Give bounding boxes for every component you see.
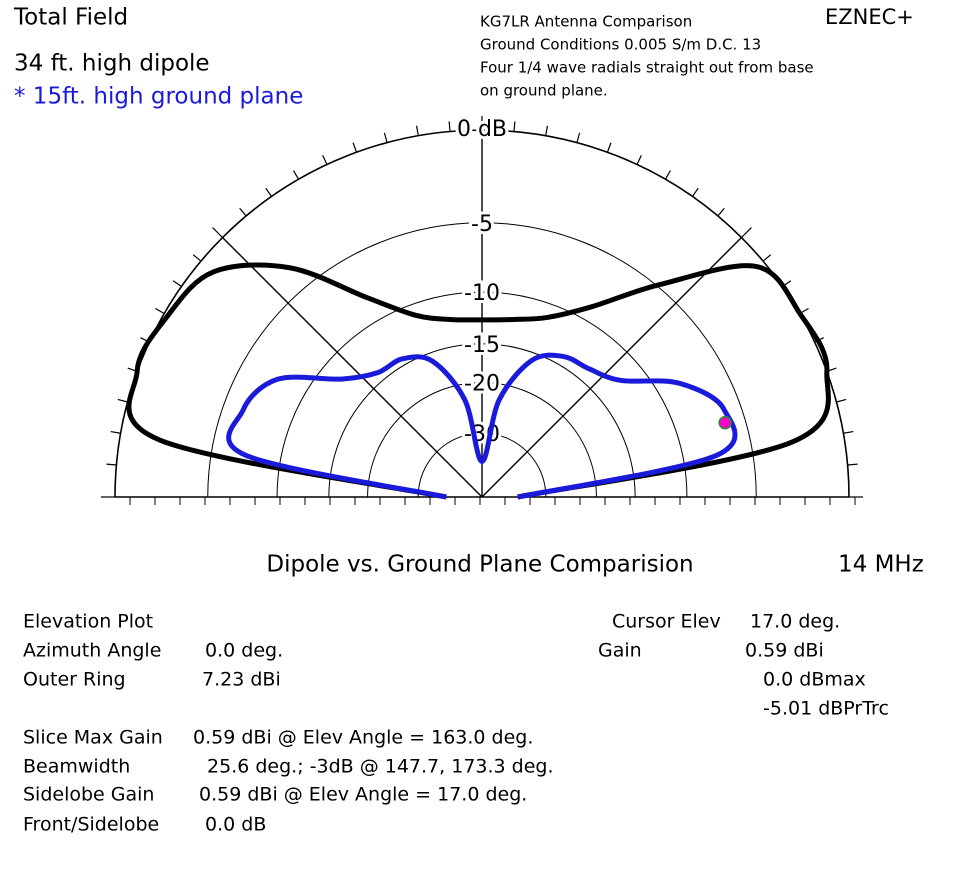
frequency: 14 MHz (838, 552, 924, 578)
r-tick-label: -5 (471, 212, 493, 237)
r-tick-label: 0 dB (457, 117, 507, 142)
angle-tick (155, 307, 165, 315)
angle-tick (692, 187, 699, 197)
program-name: EZNEC+ (825, 5, 914, 29)
angle-tick (292, 170, 300, 180)
info-label: Sidelobe Gain (23, 784, 154, 806)
note: Ground Conditions 0.005 S/m D.C. 13 (480, 36, 761, 54)
angle-tick (117, 398, 128, 403)
trace (126, 262, 831, 500)
angle-grid-line (221, 236, 483, 498)
angle-tick (265, 187, 272, 197)
info-label: Elevation Plot (23, 611, 153, 633)
info-value: 17.0 deg. (750, 611, 840, 633)
angle-tick (322, 155, 328, 165)
r-tick-label: -10 (464, 281, 500, 306)
angle-tick (212, 227, 223, 238)
info-value: 7.23 dBi (202, 669, 281, 691)
angle-tick (192, 254, 202, 262)
info-value: 0.59 dBi (745, 640, 824, 662)
angle-tick (576, 132, 581, 143)
angle-tick (762, 254, 772, 262)
angle-tick (513, 121, 516, 132)
info-value: 0.59 dBi @ Elev Angle = 163.0 deg. (193, 727, 533, 749)
angle-tick (664, 170, 672, 180)
chart-title: Total Field (13, 5, 128, 31)
legend-entry: * 15ft. high ground plane (14, 84, 303, 110)
info-value: 0.59 dBi @ Elev Angle = 17.0 deg. (199, 784, 527, 806)
angle-tick (606, 142, 612, 153)
note: Four 1/4 wave radials straight out from … (480, 59, 814, 77)
info-label: Front/Sidelobe (23, 814, 159, 836)
angle-tick (415, 125, 419, 136)
angle-tick (836, 398, 847, 403)
info-label: Beamwidth (23, 756, 130, 778)
info-label: Slice Max Gain (23, 727, 163, 749)
angle-tick (847, 463, 858, 466)
info-value: 25.6 deg.; -3dB @ 147.7, 173.3 deg. (207, 756, 554, 778)
caption: Dipole vs. Ground Plane Comparision (266, 552, 693, 578)
angle-tick (106, 463, 117, 466)
angle-tick (717, 207, 725, 217)
info-label: Gain (598, 640, 642, 662)
angle-tick (448, 121, 451, 132)
note: KG7LR Antenna Comparison (480, 13, 692, 31)
note: on ground plane. (480, 82, 608, 100)
angle-tick (545, 125, 549, 136)
info-label: Cursor Elev (612, 611, 721, 633)
info-value: 0.0 deg. (205, 640, 283, 662)
angle-tick (110, 430, 121, 434)
cursor-marker (718, 415, 732, 430)
r-tick-label: -30 (464, 422, 500, 447)
angle-tick (636, 155, 642, 165)
angle-tick (383, 132, 388, 143)
legend-entry: 34 ft. high dipole (14, 51, 210, 77)
angle-tick (172, 280, 182, 287)
info-value: -5.01 dBPrTrc (763, 698, 889, 720)
info-value: 0.0 dB (205, 814, 266, 836)
trace (226, 352, 738, 500)
angle-tick (741, 227, 752, 238)
r-tick-label: -20 (464, 372, 500, 397)
angle-tick (239, 207, 247, 217)
info-label: Azimuth Angle (23, 640, 161, 662)
angle-tick (352, 142, 358, 153)
info-label: Outer Ring (23, 669, 126, 691)
angle-grid-line (481, 236, 743, 498)
info-value: 0.0 dBmax (763, 669, 866, 691)
r-tick-label: -15 (464, 333, 500, 358)
angle-tick (843, 430, 854, 434)
